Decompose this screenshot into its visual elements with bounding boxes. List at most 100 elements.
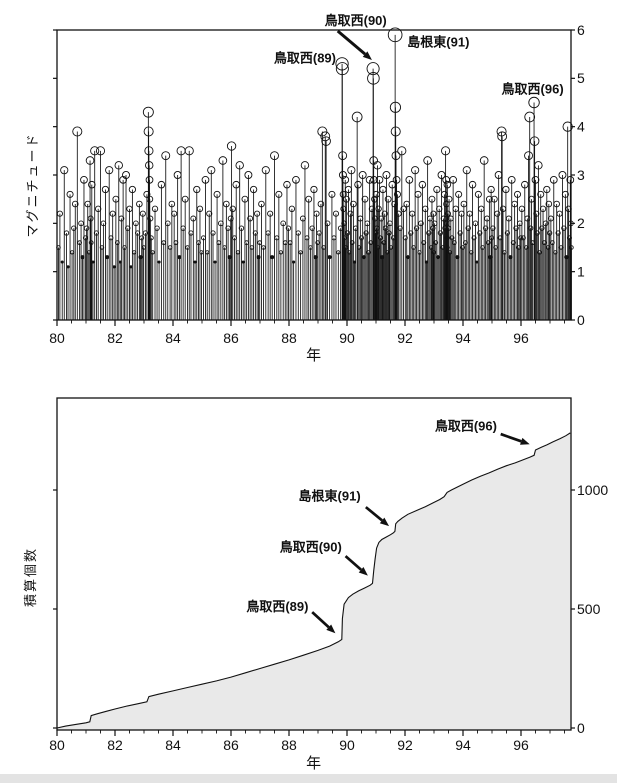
arrow-head (520, 437, 530, 445)
event-marker (298, 250, 303, 255)
event-marker (283, 180, 291, 189)
annotation-label: 島根東(91) (299, 489, 361, 504)
event-marker (164, 220, 171, 227)
event-marker (485, 195, 493, 203)
x-axis-tick-label: 96 (513, 737, 529, 753)
event-marker (541, 240, 547, 246)
event-marker (320, 131, 331, 142)
event-marker (267, 210, 274, 217)
event-marker (351, 111, 363, 123)
event-marker (184, 146, 194, 156)
event-marker (542, 220, 549, 227)
event-marker (292, 260, 296, 264)
event-marker (244, 171, 253, 179)
event-marker (143, 126, 154, 137)
event-marker (145, 161, 154, 170)
x-axis-tick-label: 80 (49, 330, 65, 346)
annotation-arrow (336, 29, 372, 60)
annotation-label: 鳥取西(89) (246, 599, 308, 614)
event-marker (395, 210, 402, 217)
event-marker (411, 166, 420, 175)
y-axis-tick-label: 5 (577, 70, 585, 86)
event-marker (295, 230, 301, 236)
event-marker (485, 240, 491, 246)
event-marker (133, 220, 139, 227)
y-axis-tick-label: 3 (577, 167, 585, 183)
x-axis-tick-label: 84 (165, 330, 181, 346)
event-marker (218, 156, 228, 165)
y-axis-title: マグニチュード (25, 132, 40, 237)
event-marker (418, 180, 427, 189)
event-marker (150, 250, 155, 255)
event-marker (95, 146, 106, 156)
event-marker (63, 230, 70, 236)
event-marker (60, 260, 64, 264)
event-marker (393, 190, 401, 198)
event-marker (309, 225, 315, 231)
event-marker (391, 151, 401, 161)
event-marker (496, 126, 507, 137)
event-marker (300, 161, 310, 170)
event-marker (561, 190, 569, 198)
event-marker (105, 166, 114, 175)
event-marker (210, 230, 216, 236)
event-marker (118, 215, 125, 222)
annotation-label: 鳥取西(90) (280, 540, 342, 555)
event-marker (487, 185, 495, 194)
event-marker (83, 225, 90, 231)
event-marker (390, 126, 401, 137)
cumulative-fill-area (57, 432, 571, 730)
x-axis-tick-label: 90 (339, 737, 355, 753)
event-marker (445, 195, 453, 203)
event-marker (561, 225, 567, 231)
event-marker (387, 27, 403, 43)
event-marker (555, 230, 561, 236)
event-marker (227, 215, 234, 222)
event-marker (375, 175, 384, 184)
event-marker (528, 96, 540, 109)
event-marker (494, 210, 501, 217)
event-marker (529, 136, 540, 146)
event-marker (521, 180, 529, 189)
event-marker (201, 175, 210, 184)
y-axis-tick-label: 0 (577, 720, 585, 736)
event-marker (168, 200, 176, 208)
event-marker (558, 171, 567, 179)
arrow-shaft (364, 506, 383, 522)
event-marker (449, 235, 455, 241)
event-marker (430, 210, 437, 217)
event-marker (72, 126, 83, 137)
event-marker (354, 180, 362, 189)
event-marker (533, 210, 540, 217)
event-marker (193, 185, 201, 194)
plot-frame (56, 397, 572, 731)
event-marker (235, 161, 244, 170)
event-marker (465, 225, 471, 231)
event-marker (479, 156, 489, 165)
event-marker (145, 175, 154, 184)
event-marker (85, 156, 95, 165)
event-marker (375, 205, 382, 213)
event-marker (147, 215, 154, 222)
event-marker (426, 215, 433, 222)
annotation-arrow (364, 506, 390, 527)
y-axis-tick-label: 2 (577, 215, 585, 231)
event-marker (125, 225, 131, 231)
y-axis-title: 積算個数 (23, 547, 38, 607)
event-marker (414, 190, 422, 198)
event-marker (534, 230, 540, 236)
annotation-label: 島根東(91) (407, 35, 469, 50)
event-marker (66, 265, 70, 269)
event-marker (327, 255, 332, 260)
x-axis-title: 年 (306, 347, 321, 364)
event-marker (428, 195, 436, 203)
x-axis-tick-label: 94 (455, 737, 471, 753)
event-marker (288, 205, 296, 213)
event-marker (71, 225, 77, 231)
event-marker (335, 62, 349, 76)
event-marker (305, 195, 313, 203)
x-axis-tick-label: 86 (223, 330, 239, 346)
event-marker (344, 230, 351, 236)
event-marker (549, 175, 558, 184)
event-marker (310, 185, 318, 194)
